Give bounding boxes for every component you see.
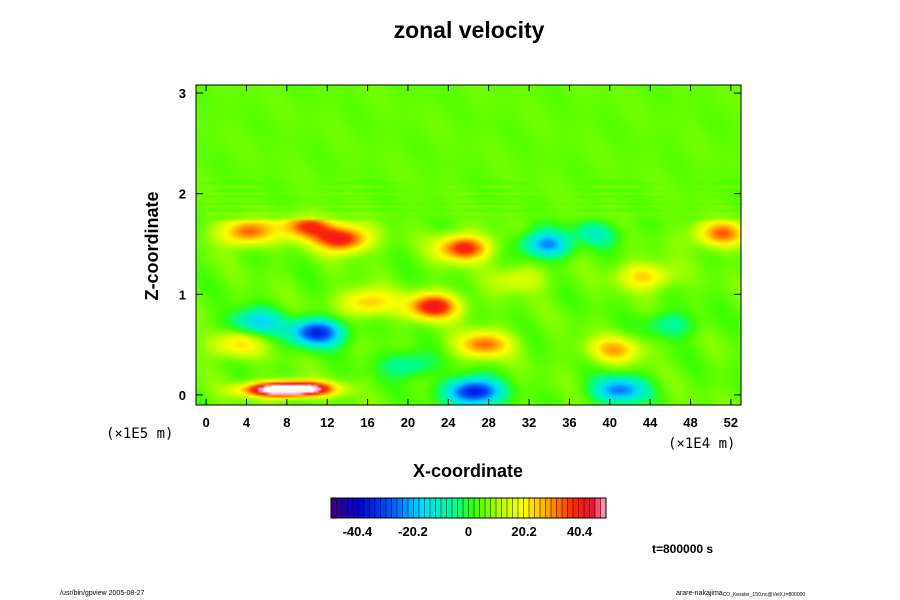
plot-area: [195, 84, 742, 406]
colorbar-cell: [589, 498, 596, 518]
y-axis-unit: (×1E5 m): [106, 426, 173, 442]
y-axis-ticks: 0 1 2 3: [179, 86, 741, 403]
colorbar-cell: [435, 498, 442, 518]
colorbar-cell: [375, 498, 381, 518]
colorbar-cell: [595, 498, 601, 518]
x-tick-label: 0: [202, 415, 209, 430]
chart-title: zonal velocity: [394, 17, 545, 43]
colorbar-cell: [419, 498, 425, 518]
colorbar-cell: [512, 498, 519, 518]
x-axis-unit: (×1E4 m): [668, 436, 735, 452]
colorbar-cell: [567, 498, 574, 518]
x-tick-label: 44: [643, 415, 658, 430]
colorbar-cell: [485, 498, 491, 518]
colorbar-tick-label: -20.2: [398, 524, 428, 539]
colorbar-cell: [408, 498, 414, 518]
colorbar-cell: [424, 498, 431, 518]
footer-right: arare-nakajimaCO_Kessler_150.nc@VelX,t=8…: [676, 590, 805, 598]
x-tick-label: 36: [562, 415, 576, 430]
y-tick-label: 0: [179, 388, 186, 403]
x-axis-label: X-coordinate: [413, 461, 523, 481]
colorbar-cell: [331, 498, 337, 518]
footer-right-sub: CO_Kessler_150.nc@VelX,t=800000: [723, 592, 806, 598]
colorbar-cell: [402, 498, 409, 518]
x-tick-label: 32: [522, 415, 536, 430]
time-label: t=800000 s: [652, 542, 713, 556]
colorbar-cell: [556, 498, 563, 518]
colorbar-cell: [534, 498, 541, 518]
x-tick-label: 28: [481, 415, 495, 430]
colorbar-cell: [457, 498, 464, 518]
colorbar-cell: [523, 498, 530, 518]
x-tick-label: 16: [360, 415, 374, 430]
colorbar-cell: [413, 498, 420, 518]
colorbar: -40.4 -20.2 0 20.2 40.4: [330, 497, 607, 539]
x-tick-label: 24: [441, 415, 456, 430]
colorbar-cell: [452, 498, 458, 518]
y-tick-label: 1: [179, 287, 186, 302]
colorbar-cell: [600, 498, 607, 518]
colorbar-cell: [391, 498, 398, 518]
colorbar-cell: [446, 498, 453, 518]
colorbar-cell: [540, 498, 546, 518]
footer-right-main: arare-nakajima: [676, 590, 723, 597]
colorbar-cell: [545, 498, 552, 518]
colorbar-cell: [584, 498, 590, 518]
colorbar-cell: [369, 498, 376, 518]
colorbar-tick-label: 0: [465, 524, 472, 539]
x-tick-label: 8: [283, 415, 290, 430]
colorbar-cell: [490, 498, 497, 518]
colorbar-ticks: -40.4 -20.2 0 20.2 40.4: [343, 524, 593, 539]
y-tick-label: 2: [179, 187, 186, 202]
colorbar-tick-label: 20.2: [511, 524, 536, 539]
x-tick-label: 48: [683, 415, 697, 430]
heatmap-field: [196, 85, 741, 405]
x-tick-label: 40: [603, 415, 617, 430]
plot-frame: [195, 84, 742, 406]
colorbar-cell: [474, 498, 480, 518]
colorbar-cell: [518, 498, 524, 518]
colorbar-cell: [342, 498, 348, 518]
x-tick-label: 4: [243, 415, 251, 430]
colorbar-cell: [347, 498, 354, 518]
colorbar-cell: [507, 498, 513, 518]
colorbar-cell: [463, 498, 469, 518]
colorbar-cell: [562, 498, 568, 518]
colorbar-cell: [441, 498, 447, 518]
colorbar-cell: [397, 498, 403, 518]
colorbar-cell: [380, 498, 387, 518]
colorbar-cell: [529, 498, 535, 518]
colorbar-cell: [336, 498, 343, 518]
x-tick-label: 12: [320, 415, 334, 430]
colorbar-cells: [330, 498, 607, 518]
colorbar-cell: [468, 498, 475, 518]
colorbar-cell: [496, 498, 502, 518]
colorbar-cell: [364, 498, 370, 518]
colorbar-cell: [578, 498, 585, 518]
x-axis-ticks: 0 4 8 12 16 20 24 28 32 36 40 44 48 52: [202, 85, 738, 430]
y-axis-label: Z-coordinate: [142, 191, 162, 300]
colorbar-cell: [358, 498, 365, 518]
colorbar-frame: [330, 497, 607, 519]
x-tick-label: 20: [401, 415, 415, 430]
footer-left: /usr/bin/gpview 2005-08-27: [60, 590, 145, 597]
colorbar-tick-label: -40.4: [343, 524, 373, 539]
colorbar-cell: [353, 498, 359, 518]
colorbar-cell: [551, 498, 557, 518]
x-tick-label: 52: [724, 415, 738, 430]
colorbar-cell: [430, 498, 436, 518]
colorbar-cell: [501, 498, 508, 518]
colorbar-cell: [573, 498, 579, 518]
colorbar-cell: [479, 498, 486, 518]
colorbar-tick-label: 40.4: [567, 524, 593, 539]
colorbar-cell: [386, 498, 392, 518]
y-tick-label: 3: [179, 86, 186, 101]
